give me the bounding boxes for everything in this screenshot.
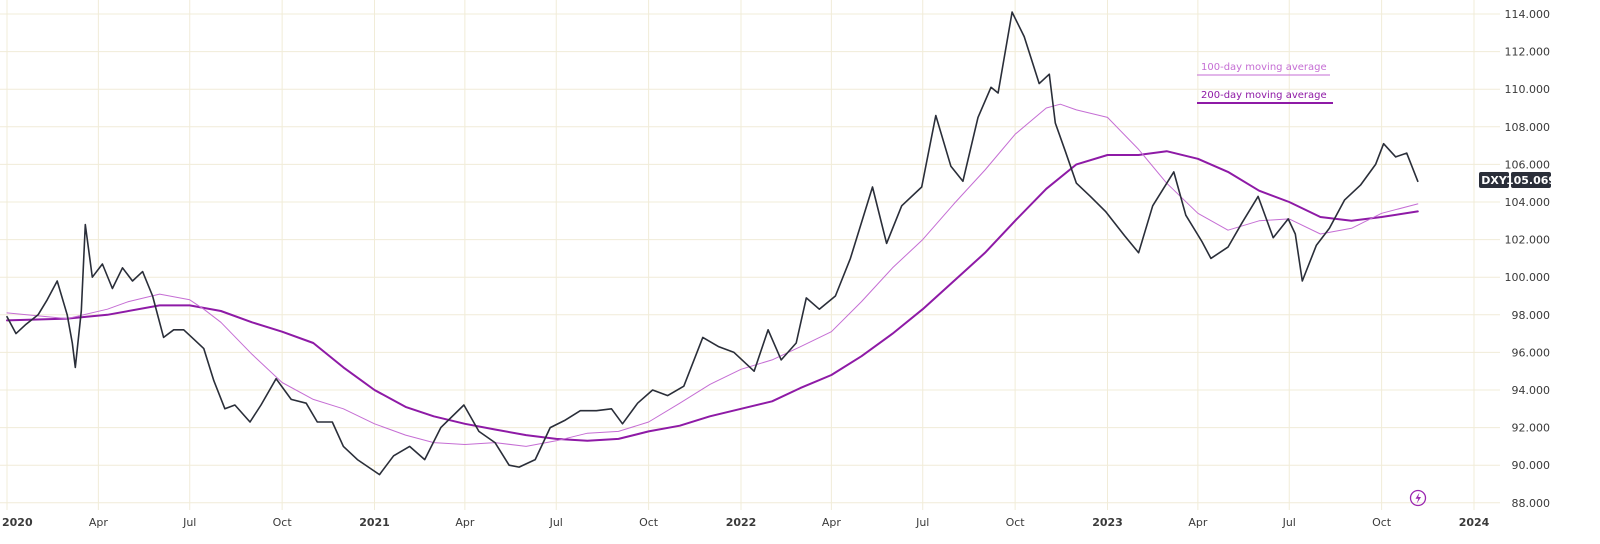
y-tick-label: 110.000 <box>1505 83 1551 96</box>
last-value-badge-bg <box>1511 172 1551 188</box>
y-tick-label: 96.000 <box>1512 346 1551 359</box>
x-tick-label: 2020 <box>2 516 33 529</box>
ma100-line <box>6 103 1419 447</box>
y-tick-label: 108.000 <box>1505 121 1551 134</box>
last-value-label: 105.069 <box>1506 174 1556 187</box>
y-tick-label: 102.000 <box>1505 234 1551 247</box>
legend: 100-day moving average 200-day moving av… <box>1197 62 1333 104</box>
y-tick-label: 104.000 <box>1505 196 1551 209</box>
price-badge: DXY 105.069 <box>1479 172 1556 188</box>
y-tick-label: 98.000 <box>1512 309 1551 322</box>
grid <box>0 0 1500 510</box>
x-tick-label: Apr <box>89 516 109 529</box>
y-tick-label: 106.000 <box>1505 158 1551 171</box>
x-tick-label: Jul <box>915 516 929 529</box>
series-dxy-price <box>6 11 1419 476</box>
y-tick-label: 112.000 <box>1505 46 1551 59</box>
y-tick-label: 114.000 <box>1505 8 1551 21</box>
legend-label-ma200: 200-day moving average <box>1201 90 1327 101</box>
x-tick-label: 2021 <box>359 516 390 529</box>
series-100-day-ma <box>6 103 1419 447</box>
x-tick-label: 2024 <box>1459 516 1490 529</box>
lightning-icon[interactable] <box>1409 489 1427 507</box>
symbol-badge-bg <box>1479 172 1509 188</box>
dxy-price-line <box>6 11 1419 476</box>
symbol-label: DXY <box>1481 174 1508 187</box>
legend-label-ma100: 100-day moving average <box>1201 62 1327 73</box>
x-tick-label: Apr <box>822 516 842 529</box>
x-axis: 2020 Apr Jul Oct 2021 Apr Jul Oct 2022 Apr Jul Oct 2… <box>2 516 1490 529</box>
x-tick-label: Jul <box>1282 516 1296 529</box>
x-tick-label: Jul <box>549 516 563 529</box>
y-tick-label: 90.000 <box>1512 459 1551 472</box>
x-tick-label: Oct <box>1372 516 1392 529</box>
y-tick-label: 100.000 <box>1505 271 1551 284</box>
y-tick-label: 88.000 <box>1512 497 1551 510</box>
y-axis[interactable]: 114.000 112.000 110.000 108.000 106.000 104.0… <box>1505 8 1551 510</box>
y-tick-label: 92.000 <box>1512 422 1551 435</box>
x-tick-label: Oct <box>273 516 293 529</box>
x-tick-label: 2022 <box>726 516 757 529</box>
x-tick-label: 2023 <box>1092 516 1123 529</box>
x-tick-label: Jul <box>182 516 196 529</box>
x-tick-label: Oct <box>1006 516 1026 529</box>
y-tick-label: 94.000 <box>1512 384 1551 397</box>
x-tick-label: Apr <box>1188 516 1208 529</box>
x-tick-label: Apr <box>455 516 475 529</box>
ma200-line <box>6 150 1419 442</box>
x-tick-label: Oct <box>639 516 659 529</box>
series-200-day-ma <box>6 150 1419 442</box>
